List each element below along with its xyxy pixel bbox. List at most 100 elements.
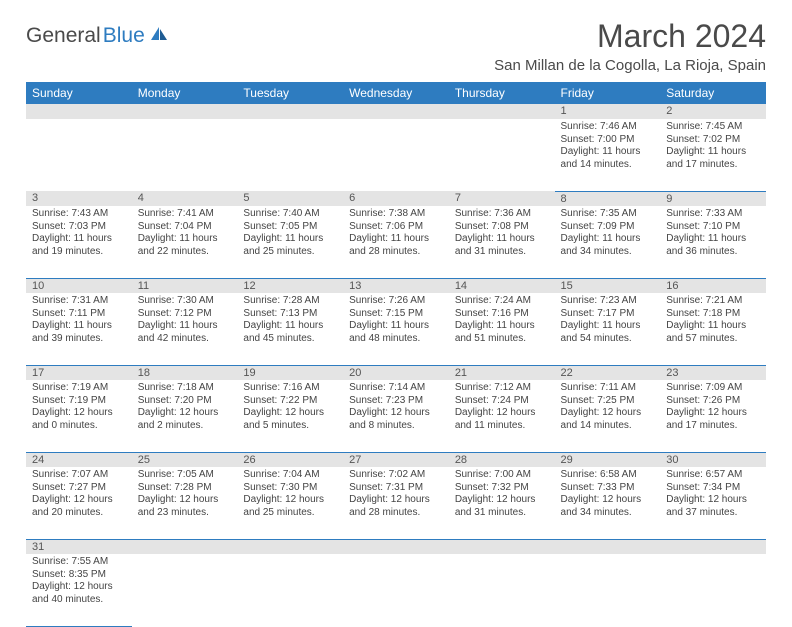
weekday-header: Monday — [132, 82, 238, 104]
daylight-text: Daylight: 12 hours — [349, 407, 443, 420]
sunrise-text: Sunrise: 7:26 AM — [349, 295, 443, 308]
sunrise-text: Sunrise: 7:16 AM — [243, 382, 337, 395]
sunrise-text: Sunrise: 7:46 AM — [561, 121, 655, 134]
daylight-text: and 28 minutes. — [349, 507, 443, 520]
day-content-cell: Sunrise: 7:02 AMSunset: 7:31 PMDaylight:… — [343, 467, 449, 539]
day-content-cell: Sunrise: 7:19 AMSunset: 7:19 PMDaylight:… — [26, 380, 132, 452]
sunrise-text: Sunrise: 7:28 AM — [243, 295, 337, 308]
sunset-text: Sunset: 8:35 PM — [32, 569, 126, 582]
sunset-text: Sunset: 7:04 PM — [138, 221, 232, 234]
day-number-cell — [132, 104, 238, 119]
daylight-text: and 31 minutes. — [455, 507, 549, 520]
weekday-header-row: Sunday Monday Tuesday Wednesday Thursday… — [26, 82, 766, 104]
daylight-text: and 19 minutes. — [32, 246, 126, 259]
day-content-cell: Sunrise: 6:57 AMSunset: 7:34 PMDaylight:… — [660, 467, 766, 539]
daylight-text: and 48 minutes. — [349, 333, 443, 346]
daylight-text: Daylight: 11 hours — [349, 233, 443, 246]
sunset-text: Sunset: 7:00 PM — [561, 134, 655, 147]
day-number-cell: 4 — [132, 191, 238, 206]
calendar-grid: Sunday Monday Tuesday Wednesday Thursday… — [26, 82, 766, 627]
sunrise-text: Sunrise: 7:43 AM — [32, 208, 126, 221]
sunrise-text: Sunrise: 7:33 AM — [666, 208, 760, 221]
daylight-text: Daylight: 12 hours — [138, 494, 232, 507]
daylight-text: and 28 minutes. — [349, 246, 443, 259]
sunrise-text: Sunrise: 7:35 AM — [561, 208, 655, 221]
weekday-header: Friday — [555, 82, 661, 104]
title-block: March 2024 San Millan de la Cogolla, La … — [494, 18, 766, 74]
day-content-cell — [237, 119, 343, 191]
daylight-text: and 36 minutes. — [666, 246, 760, 259]
day-number-cell: 12 — [237, 278, 343, 293]
sunrise-text: Sunrise: 6:58 AM — [561, 469, 655, 482]
day-number-row: 12 — [26, 104, 766, 119]
daylight-text: and 31 minutes. — [455, 246, 549, 259]
daylight-text: and 17 minutes. — [666, 420, 760, 433]
location-text: San Millan de la Cogolla, La Rioja, Spai… — [494, 57, 766, 74]
day-number-cell: 25 — [132, 452, 238, 467]
weekday-header: Saturday — [660, 82, 766, 104]
sunrise-text: Sunrise: 7:31 AM — [32, 295, 126, 308]
daylight-text: and 17 minutes. — [666, 159, 760, 172]
day-number-cell: 2 — [660, 104, 766, 119]
daylight-text: Daylight: 12 hours — [561, 494, 655, 507]
sunrise-text: Sunrise: 7:24 AM — [455, 295, 549, 308]
weekday-header: Tuesday — [237, 82, 343, 104]
daylight-text: Daylight: 11 hours — [561, 146, 655, 159]
day-content-cell: Sunrise: 7:14 AMSunset: 7:23 PMDaylight:… — [343, 380, 449, 452]
day-content-cell — [132, 554, 238, 626]
day-content-cell — [132, 119, 238, 191]
daylight-text: and 22 minutes. — [138, 246, 232, 259]
daylight-text: Daylight: 11 hours — [561, 233, 655, 246]
day-number-cell: 16 — [660, 278, 766, 293]
sunrise-text: Sunrise: 7:23 AM — [561, 295, 655, 308]
day-number-cell: 29 — [555, 452, 661, 467]
daylight-text: and 25 minutes. — [243, 507, 337, 520]
sunrise-text: Sunrise: 7:45 AM — [666, 121, 760, 134]
sunrise-text: Sunrise: 7:09 AM — [666, 382, 760, 395]
day-content-cell: Sunrise: 7:35 AMSunset: 7:09 PMDaylight:… — [555, 206, 661, 278]
daylight-text: Daylight: 12 hours — [561, 407, 655, 420]
daylight-text: and 2 minutes. — [138, 420, 232, 433]
day-content-cell — [343, 554, 449, 626]
sunset-text: Sunset: 7:11 PM — [32, 308, 126, 321]
day-number-cell — [343, 104, 449, 119]
sunset-text: Sunset: 7:09 PM — [561, 221, 655, 234]
daylight-text: and 20 minutes. — [32, 507, 126, 520]
daylight-text: Daylight: 11 hours — [666, 320, 760, 333]
day-content-cell: Sunrise: 7:11 AMSunset: 7:25 PMDaylight:… — [555, 380, 661, 452]
daylight-text: Daylight: 12 hours — [666, 494, 760, 507]
day-content-cell: Sunrise: 7:09 AMSunset: 7:26 PMDaylight:… — [660, 380, 766, 452]
daylight-text: Daylight: 12 hours — [138, 407, 232, 420]
sunrise-text: Sunrise: 7:00 AM — [455, 469, 549, 482]
sunrise-text: Sunrise: 7:18 AM — [138, 382, 232, 395]
daylight-text: Daylight: 11 hours — [455, 320, 549, 333]
day-number-cell — [555, 539, 661, 554]
sunset-text: Sunset: 7:06 PM — [349, 221, 443, 234]
day-content-cell: Sunrise: 7:21 AMSunset: 7:18 PMDaylight:… — [660, 293, 766, 365]
day-number-cell — [132, 539, 238, 554]
sunset-text: Sunset: 7:31 PM — [349, 482, 443, 495]
day-content-cell: Sunrise: 7:23 AMSunset: 7:17 PMDaylight:… — [555, 293, 661, 365]
day-content-row: Sunrise: 7:46 AMSunset: 7:00 PMDaylight:… — [26, 119, 766, 191]
day-number-cell — [237, 539, 343, 554]
day-number-cell: 19 — [237, 365, 343, 380]
day-number-cell — [237, 104, 343, 119]
daylight-text: Daylight: 11 hours — [561, 320, 655, 333]
daylight-text: and 37 minutes. — [666, 507, 760, 520]
day-number-cell: 10 — [26, 278, 132, 293]
daylight-text: Daylight: 11 hours — [32, 233, 126, 246]
daylight-text: Daylight: 12 hours — [243, 407, 337, 420]
sunrise-text: Sunrise: 7:40 AM — [243, 208, 337, 221]
sunrise-text: Sunrise: 7:55 AM — [32, 556, 126, 569]
daylight-text: Daylight: 12 hours — [455, 494, 549, 507]
sunset-text: Sunset: 7:08 PM — [455, 221, 549, 234]
sunrise-text: Sunrise: 7:19 AM — [32, 382, 126, 395]
sunrise-text: Sunrise: 7:14 AM — [349, 382, 443, 395]
sunrise-text: Sunrise: 7:41 AM — [138, 208, 232, 221]
day-number-cell: 23 — [660, 365, 766, 380]
daylight-text: and 34 minutes. — [561, 507, 655, 520]
daylight-text: and 40 minutes. — [32, 594, 126, 607]
daylight-text: and 5 minutes. — [243, 420, 337, 433]
sunset-text: Sunset: 7:30 PM — [243, 482, 337, 495]
day-content-cell — [26, 119, 132, 191]
